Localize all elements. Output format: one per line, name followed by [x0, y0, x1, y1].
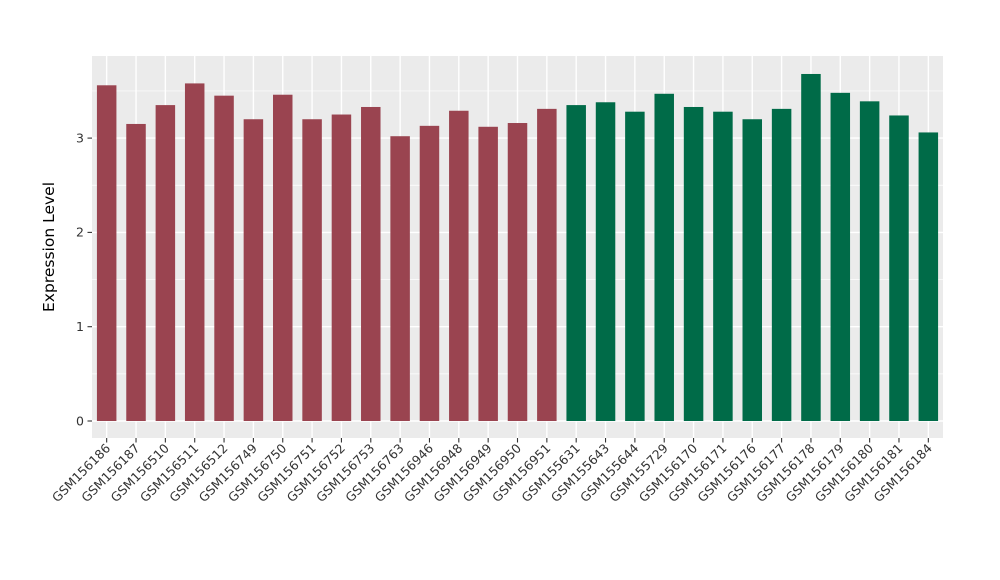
bar-GSM156512 [214, 95, 234, 421]
bar-GSM156181 [889, 115, 909, 421]
bar-GSM156187 [126, 123, 146, 421]
bar-GSM156749 [243, 119, 264, 422]
bar-GSM155729 [654, 93, 674, 422]
y-tick-label: 2 [76, 225, 84, 240]
bar-GSM156752 [331, 114, 352, 422]
bar-GSM156751 [302, 119, 322, 422]
bar-GSM155631 [566, 105, 586, 421]
bar-GSM155644 [625, 111, 645, 422]
y-tick-label: 3 [76, 130, 84, 145]
bar-GSM156750 [272, 94, 293, 422]
bar-GSM156948 [449, 110, 469, 422]
y-tick-label: 1 [76, 319, 84, 334]
bar-GSM156951 [537, 108, 557, 421]
bar-GSM156176 [742, 119, 763, 422]
bar-GSM156753 [361, 106, 381, 421]
bar-GSM156171 [713, 111, 733, 422]
bar-GSM156186 [96, 85, 117, 422]
bar-GSM156946 [419, 125, 440, 421]
bar-GSM156177 [771, 108, 792, 421]
bar-GSM156170 [683, 106, 704, 421]
y-tick-label: 0 [76, 413, 84, 428]
bar-GSM156180 [859, 101, 880, 421]
bar-GSM156949 [478, 126, 498, 421]
bar-GSM156179 [830, 92, 851, 421]
bar-GSM156178 [801, 73, 821, 421]
bar-GSM156950 [507, 123, 528, 422]
y-axis-title: Expression Level [40, 182, 58, 312]
bar-GSM155643 [595, 102, 616, 422]
bar-GSM156510 [155, 105, 176, 421]
bar-GSM156763 [390, 136, 410, 422]
bar-GSM156511 [184, 83, 205, 421]
bar-GSM156184 [918, 132, 939, 421]
